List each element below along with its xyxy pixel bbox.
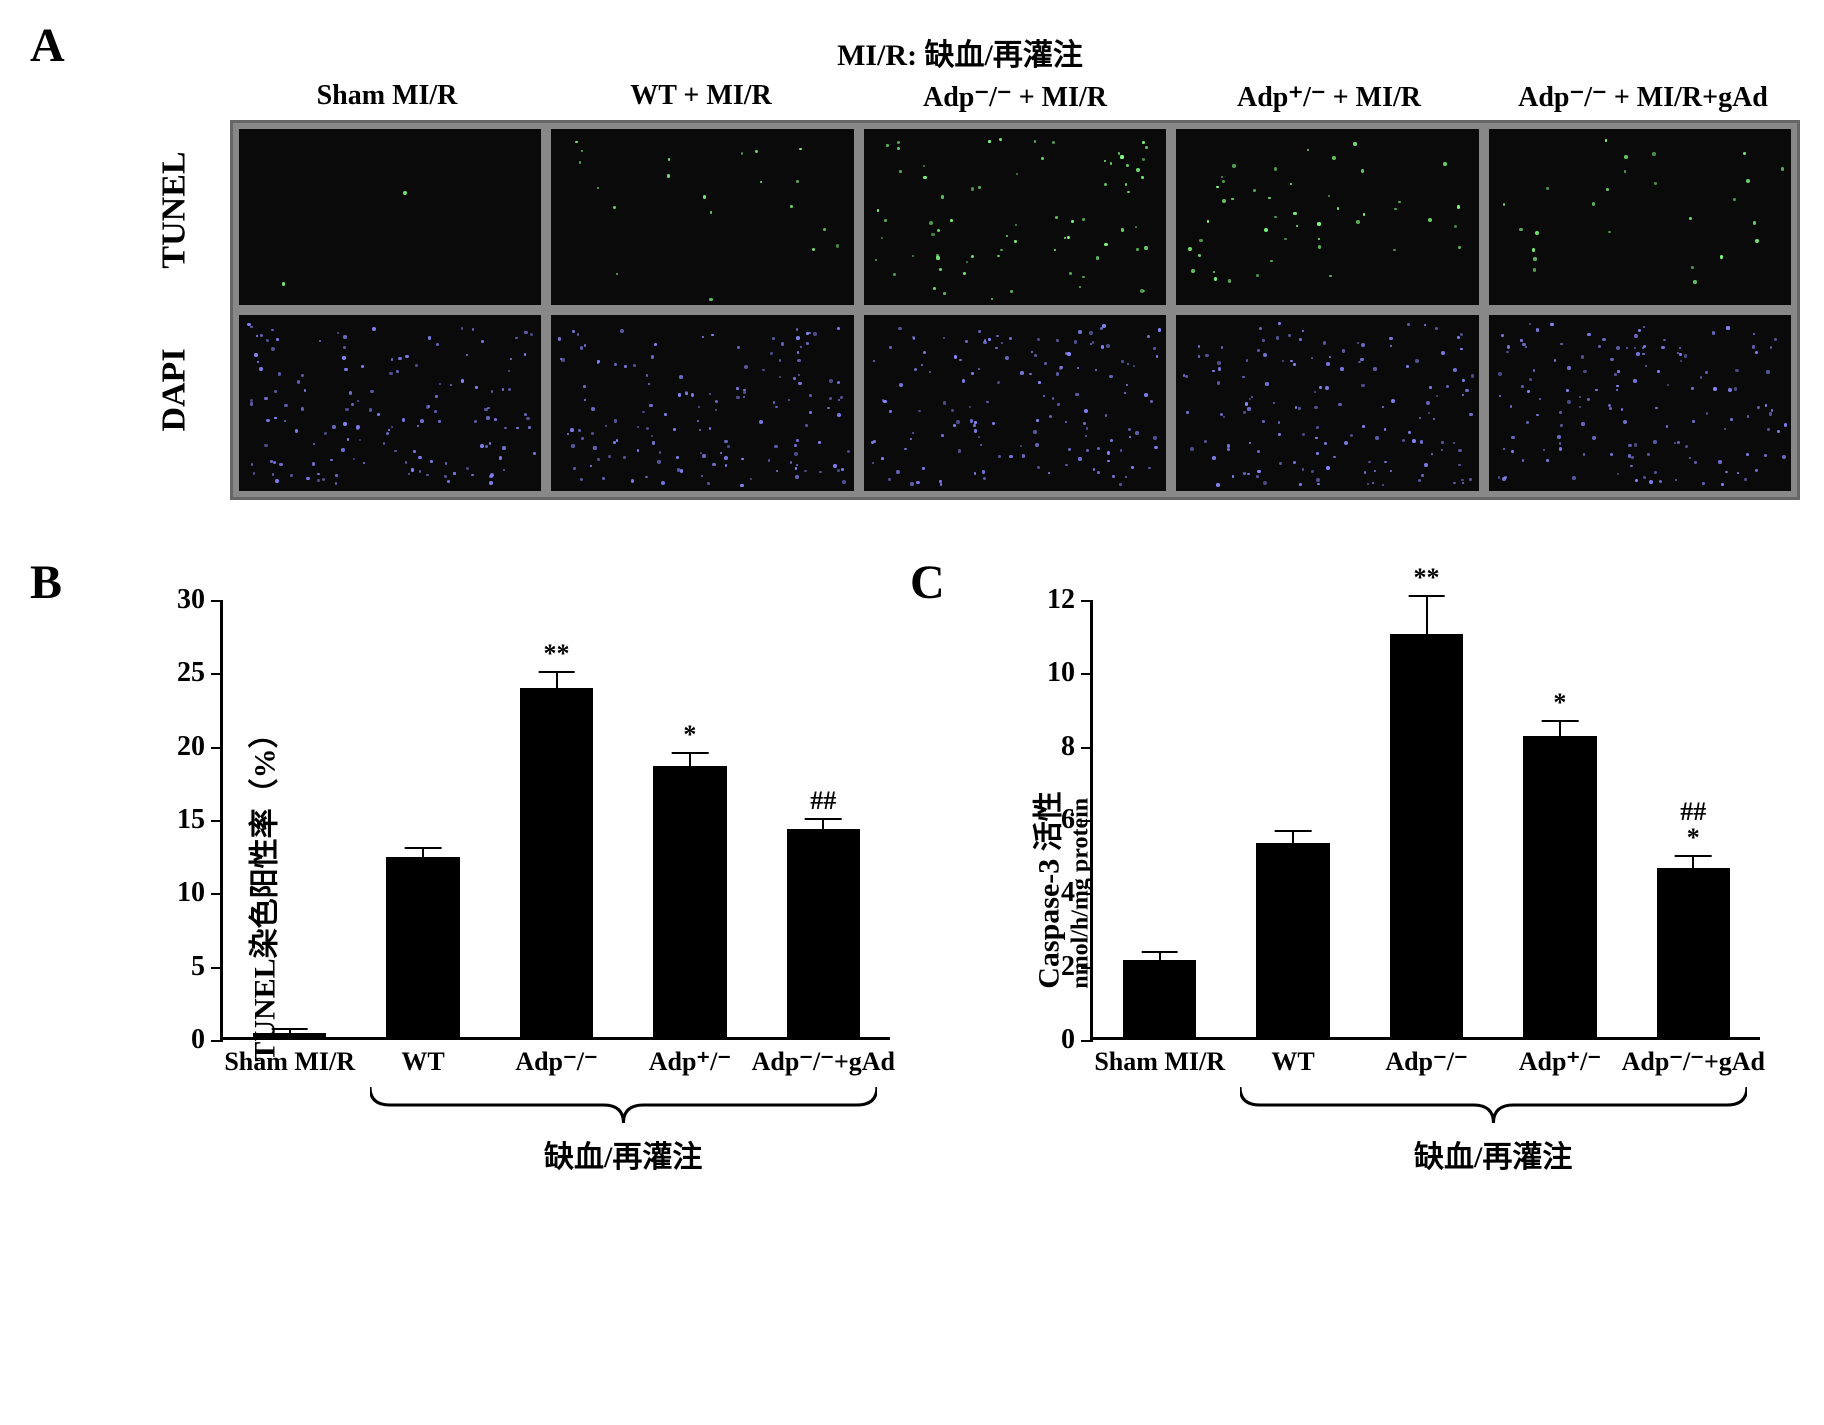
bar	[253, 1033, 326, 1037]
micrograph-cell	[1487, 127, 1793, 307]
col-header: Adp⁻/⁻ + MI/R	[858, 80, 1172, 114]
bar	[653, 766, 726, 1037]
significance-marker: ## *	[1680, 799, 1706, 851]
panel-b-label: B	[30, 555, 62, 610]
micrograph-cell	[549, 313, 855, 493]
y-tick-label: 10	[177, 877, 205, 909]
x-tick-label: Adp⁻/⁻+gAd	[752, 1047, 895, 1077]
x-tick-label: Sham MI/R	[1094, 1047, 1225, 1077]
significance-marker: *	[683, 722, 696, 748]
micrograph-cell	[549, 127, 855, 307]
col-header: Adp⁺/⁻ + MI/R	[1172, 80, 1486, 114]
micrograph-cell	[237, 313, 543, 493]
y-tick-label: 8	[1061, 731, 1075, 763]
panel-c: Caspase-3 活性 nmol/h/mg protein 024681012…	[960, 560, 1780, 1200]
bar	[1390, 634, 1463, 1037]
brace-label: 缺血/再灌注	[544, 1132, 702, 1176]
micrograph-cell	[1174, 127, 1480, 307]
significance-marker: **	[544, 641, 570, 667]
x-tick-label: Adp⁻/⁻	[1385, 1047, 1467, 1077]
y-tick-label: 0	[191, 1024, 205, 1056]
y-tick-label: 12	[1047, 584, 1075, 616]
x-tick-label: Sham MI/R	[224, 1047, 355, 1077]
brace-label: 缺血/再灌注	[1414, 1132, 1572, 1176]
bar	[787, 829, 860, 1037]
panel-b-plot: 051015202530Sham MI/RWT**Adp⁻/⁻*Adp⁺/⁻##…	[220, 600, 890, 1040]
micrograph-cell	[1174, 313, 1480, 493]
micrograph-cell	[862, 127, 1168, 307]
panel-c-chart: Caspase-3 活性 nmol/h/mg protein 024681012…	[1000, 580, 1780, 1200]
panel-a-col-headers: Sham MI/RWT + MI/RAdp⁻/⁻ + MI/RAdp⁺/⁻ + …	[230, 80, 1800, 114]
significance-marker: *	[1553, 690, 1566, 716]
panel-a-title: MI/R: 缺血/再灌注	[120, 30, 1800, 74]
x-tick-label: Adp⁻/⁻	[515, 1047, 597, 1077]
x-tick-label: Adp⁺/⁻	[1519, 1047, 1601, 1077]
bar	[386, 857, 459, 1037]
y-tick-label: 0	[1061, 1024, 1075, 1056]
panel-b: TUNEL染色阳性率（%） 051015202530Sham MI/RWT**A…	[90, 560, 910, 1200]
y-tick-label: 4	[1061, 877, 1075, 909]
col-header: Sham MI/R	[230, 80, 544, 114]
x-tick-label: Adp⁺/⁻	[649, 1047, 731, 1077]
row-label: DAPI	[120, 300, 230, 480]
col-header: Adp⁻/⁻ + MI/R+gAd	[1486, 80, 1800, 114]
micrograph-cell	[1487, 313, 1793, 493]
y-tick-label: 2	[1061, 951, 1075, 983]
x-tick-label: WT	[1271, 1047, 1314, 1077]
col-header: WT + MI/R	[544, 80, 858, 114]
micrograph-cell	[862, 313, 1168, 493]
bar	[520, 688, 593, 1037]
bar	[1256, 843, 1329, 1037]
x-tick-label: Adp⁻/⁻+gAd	[1622, 1047, 1765, 1077]
y-tick-label: 30	[177, 584, 205, 616]
y-tick-label: 15	[177, 804, 205, 836]
bar	[1523, 736, 1596, 1037]
micrograph-cell	[237, 127, 543, 307]
panel-a-label: A	[30, 18, 65, 73]
panel-a-grid: TUNELDAPI	[120, 120, 1800, 500]
row-label: TUNEL	[120, 120, 230, 300]
y-tick-label: 6	[1061, 804, 1075, 836]
y-tick-label: 20	[177, 731, 205, 763]
significance-marker: ##	[810, 788, 836, 814]
y-tick-label: 5	[191, 951, 205, 983]
x-tick-label: WT	[401, 1047, 444, 1077]
y-tick-label: 10	[1047, 657, 1075, 689]
bar	[1657, 868, 1730, 1037]
panel-c-label: C	[910, 555, 945, 610]
bar	[1123, 960, 1196, 1037]
y-tick-label: 25	[177, 657, 205, 689]
panel-a: MI/R: 缺血/再灌注 Sham MI/RWT + MI/RAdp⁻/⁻ + …	[120, 30, 1800, 500]
significance-marker: **	[1414, 565, 1440, 591]
panel-b-chart: TUNEL染色阳性率（%） 051015202530Sham MI/RWT**A…	[130, 580, 910, 1200]
panel-c-plot: 024681012Sham MI/RWT**Adp⁻/⁻*Adp⁺/⁻## *A…	[1090, 600, 1760, 1040]
